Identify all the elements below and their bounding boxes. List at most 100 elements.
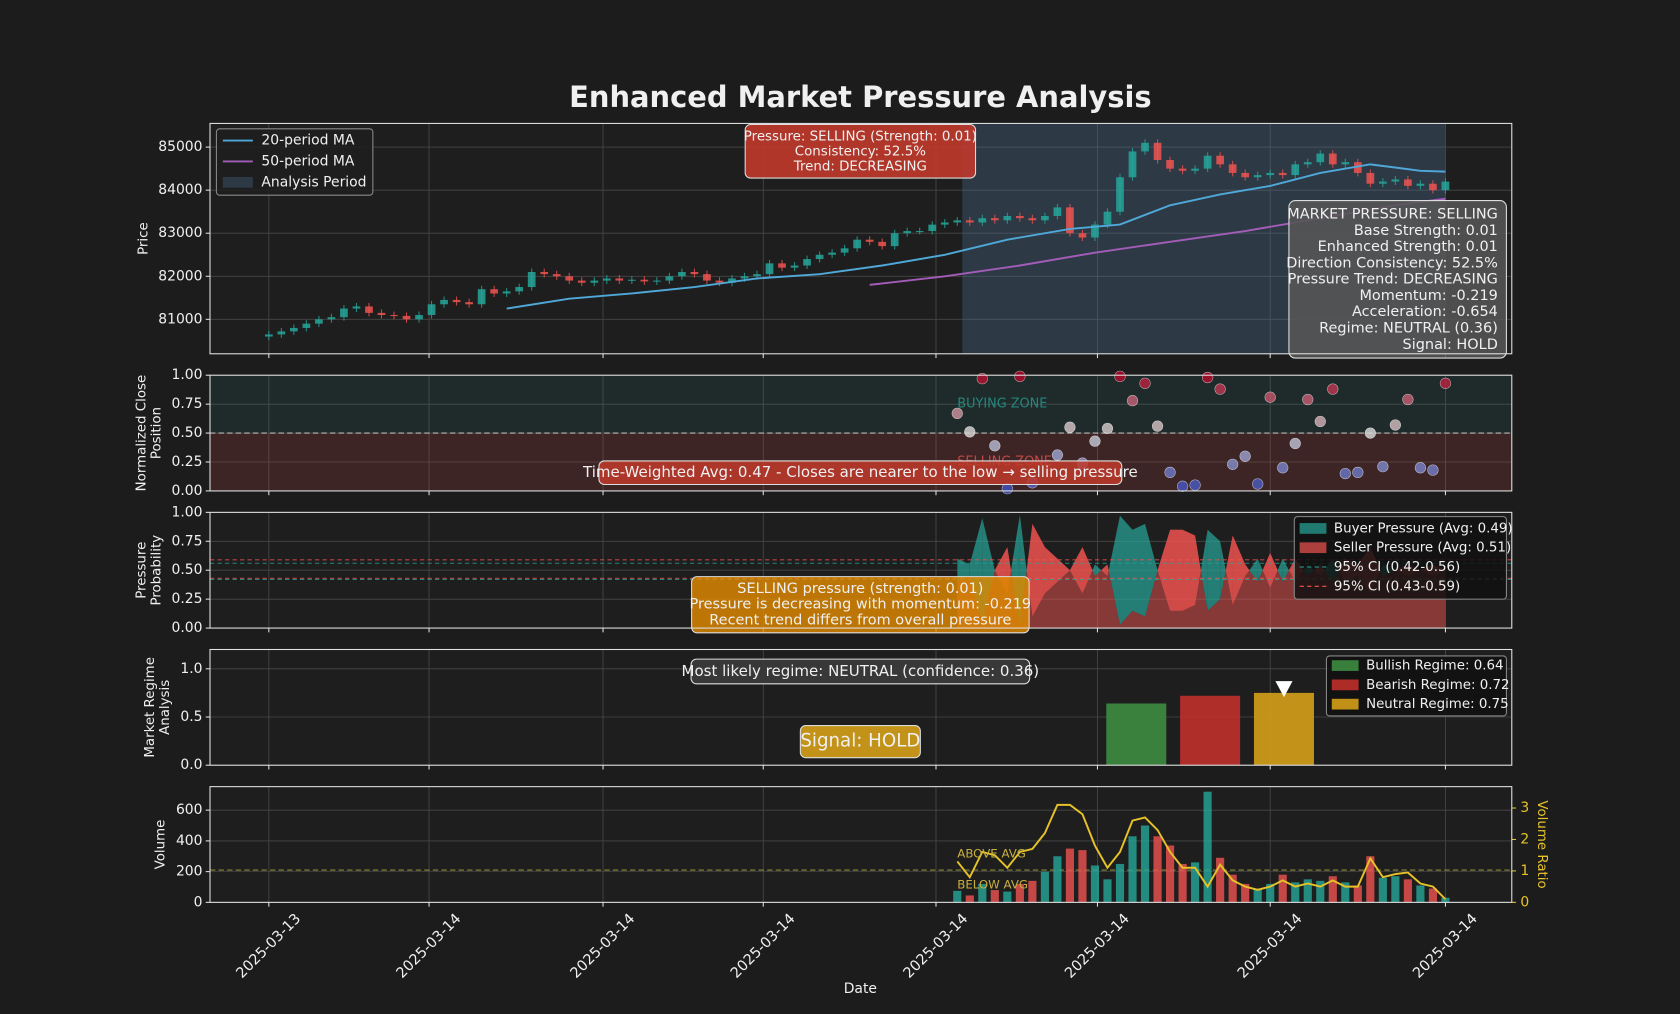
close-position-point <box>1051 449 1064 461</box>
candle-body <box>502 291 511 294</box>
candle-body <box>552 274 561 277</box>
legend-swatch <box>1299 523 1327 534</box>
close-position-point <box>951 407 963 420</box>
candle-body <box>602 278 611 281</box>
volume-bar <box>1203 791 1212 903</box>
volume-bar <box>1428 888 1437 903</box>
candle-body <box>1266 172 1275 176</box>
pressure-difference-fill <box>1282 558 1289 582</box>
pressure-difference-fill <box>1182 529 1196 611</box>
info-box-text: Momentum: -0.219 <box>1359 288 1497 304</box>
volume-bar <box>1403 879 1412 903</box>
pressure-difference-fill <box>1245 564 1250 576</box>
legend-box <box>1293 516 1507 600</box>
info-box-text: Enhanced Strength: 0.01 <box>1318 239 1498 255</box>
volume-bar <box>990 890 999 903</box>
annotation-text: Consistency: 52.5% <box>795 144 926 159</box>
max-regime-marker <box>1275 681 1293 698</box>
plot-border <box>209 122 1513 355</box>
candle-body <box>1128 151 1137 178</box>
close-position-point <box>1364 427 1376 439</box>
candle-body <box>740 276 749 279</box>
volume-bar <box>1153 836 1162 903</box>
legend-label: Seller Pressure (Avg: 0.51) <box>1334 541 1511 556</box>
y-tick-label: 0.75 <box>172 396 203 412</box>
volume-bar <box>1316 880 1325 903</box>
candle-body <box>1353 162 1362 173</box>
moving-average-line <box>506 163 1446 310</box>
candle-body <box>427 304 436 316</box>
close-position-point <box>1264 391 1276 403</box>
y-axis-label: Pressure <box>134 542 149 599</box>
pressure-difference-fill <box>1095 564 1102 576</box>
info-box-text: Pressure Trend: DECREASING <box>1288 272 1498 288</box>
y-tick-label: 0.75 <box>172 533 203 549</box>
legend-swatch <box>222 177 253 188</box>
volume-bar <box>1028 880 1037 903</box>
candle-body <box>327 317 336 320</box>
zone-label: BUYING ZONE <box>957 397 1047 412</box>
close-position-point <box>1352 466 1364 479</box>
y-tick-label: 0.5 <box>180 709 202 725</box>
plot-border <box>209 374 1513 492</box>
close-position-point <box>1227 458 1239 470</box>
volume-bar <box>1140 825 1150 903</box>
close-position-point <box>1252 478 1264 490</box>
legend-label: 20-period MA <box>261 133 354 149</box>
volume-bar <box>1128 836 1137 903</box>
candle-body <box>1303 162 1312 165</box>
pressure-difference-fill <box>1207 529 1221 611</box>
annotation-text: Pressure is decreasing with momentum: -0… <box>690 597 1032 613</box>
volume-bar <box>1090 865 1100 903</box>
pressure-difference-fill <box>1270 552 1278 588</box>
volume-bar <box>1303 879 1312 903</box>
candle-body <box>577 280 586 283</box>
candle-body <box>1316 153 1325 163</box>
average-label: ABOVE AVG <box>957 847 1026 861</box>
y-axis-label: Analysis <box>158 680 173 735</box>
candle-body <box>690 271 699 275</box>
pressure-difference-fill <box>1026 523 1033 617</box>
annotation-box <box>598 460 1123 486</box>
close-position-point <box>1201 371 1214 384</box>
candle-body <box>1203 155 1212 169</box>
close-position-point <box>1414 462 1427 474</box>
candle-body <box>1191 168 1199 171</box>
y-tick-label: 400 <box>176 833 203 849</box>
volume-bar <box>953 890 962 903</box>
y-tick-label: 0.00 <box>172 620 203 636</box>
y-tick-label: 1.0 <box>180 661 202 677</box>
candle-body <box>728 278 736 283</box>
y-tick-label: 0.50 <box>172 562 203 578</box>
legend-label: 95% CI (0.42-0.56) <box>1334 560 1460 575</box>
y-axis-label: Position <box>149 407 164 459</box>
candle-body <box>865 239 874 242</box>
pressure-difference-fill <box>1225 535 1233 605</box>
close-position-point <box>1176 480 1189 492</box>
y-tick-label: 1.00 <box>172 504 203 520</box>
candle-body <box>1291 164 1300 176</box>
legend-swatch <box>1331 698 1359 710</box>
annotation-text: Pressure: SELLING (Strength: 0.01) <box>744 129 977 144</box>
close-position-point <box>1189 479 1201 491</box>
candle-body <box>878 241 887 247</box>
y-tick-label: 84000 <box>158 182 202 198</box>
candle-body <box>452 299 461 303</box>
close-position-point <box>1277 462 1289 474</box>
plot-border <box>209 786 1513 903</box>
close-position-point <box>1139 377 1151 389</box>
signal-box <box>799 725 921 759</box>
volume-bar <box>1441 897 1450 903</box>
volume-bar <box>1278 874 1287 903</box>
volume-bar <box>1065 848 1075 903</box>
close-position-point <box>1239 450 1251 462</box>
volume-bar <box>1378 877 1387 903</box>
y-tick-label: 83000 <box>158 225 202 241</box>
y-tick-label: 1.00 <box>172 367 203 383</box>
candle-body <box>1153 142 1162 161</box>
y-tick-label: 82000 <box>158 268 202 284</box>
close-position-point <box>1302 393 1314 406</box>
legend-label: 95% CI (0.43-0.59) <box>1334 579 1460 594</box>
y-tick-label: 200 <box>176 864 203 880</box>
close-position-point <box>1126 395 1139 407</box>
